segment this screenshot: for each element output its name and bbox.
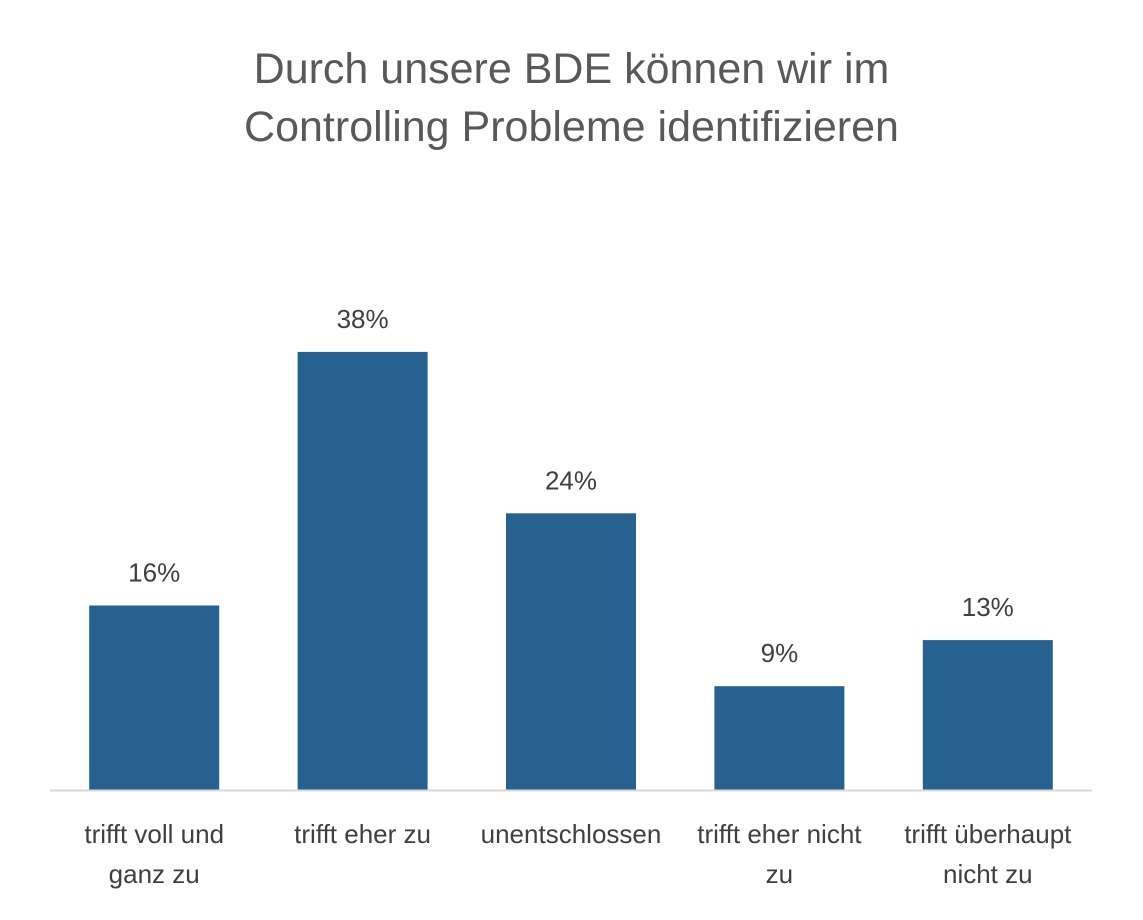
- category-label: trifft voll und ganz zu: [84, 819, 225, 889]
- data-label: 9%: [761, 638, 799, 668]
- bar: [922, 640, 1053, 790]
- data-label: 16%: [128, 558, 180, 588]
- data-label: 13%: [962, 592, 1014, 622]
- category-label: trifft eher zu: [294, 819, 431, 849]
- category-label: trifft eher nicht zu: [697, 819, 862, 889]
- bars-layer: [89, 351, 1053, 790]
- bar: [297, 351, 428, 790]
- bar: [89, 605, 220, 790]
- value-labels-layer: 16% 38% 24% 9% 13%: [128, 304, 1014, 668]
- bar: [506, 513, 636, 790]
- bar: [714, 686, 845, 790]
- data-label: 24%: [545, 465, 597, 495]
- category-label: trifft überhaupt nicht zu: [904, 819, 1072, 889]
- chart-title: Durch unsere BDE können wir im Controlli…: [244, 45, 899, 151]
- data-label: 38%: [337, 304, 389, 334]
- category-label: unentschlossen: [480, 819, 662, 849]
